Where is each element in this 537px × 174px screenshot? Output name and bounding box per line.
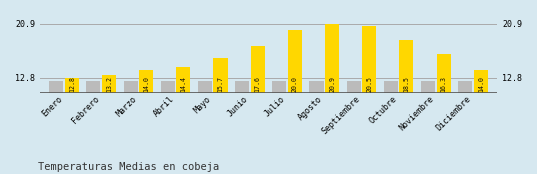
- Bar: [235, 81, 249, 93]
- Bar: [325, 24, 339, 93]
- Text: 14.4: 14.4: [180, 76, 186, 92]
- Bar: [198, 81, 212, 93]
- Bar: [474, 70, 488, 93]
- Text: 18.5: 18.5: [403, 76, 409, 92]
- Bar: [214, 58, 228, 93]
- Bar: [251, 46, 265, 93]
- Bar: [458, 81, 472, 93]
- Bar: [400, 40, 413, 93]
- Bar: [139, 70, 153, 93]
- Bar: [421, 81, 435, 93]
- Text: 17.6: 17.6: [255, 76, 261, 92]
- Text: 12.8: 12.8: [69, 76, 75, 92]
- Bar: [176, 67, 191, 93]
- Bar: [309, 81, 323, 93]
- Bar: [272, 81, 286, 93]
- Text: 20.9: 20.9: [329, 76, 335, 92]
- Bar: [102, 75, 116, 93]
- Text: 15.7: 15.7: [217, 76, 223, 92]
- Bar: [346, 81, 361, 93]
- Bar: [49, 81, 63, 93]
- Text: 14.0: 14.0: [143, 76, 149, 92]
- Text: 16.3: 16.3: [440, 76, 447, 92]
- Bar: [288, 30, 302, 93]
- Bar: [86, 81, 100, 93]
- Text: 20.5: 20.5: [366, 76, 372, 92]
- Bar: [384, 81, 398, 93]
- Bar: [437, 54, 451, 93]
- Bar: [124, 81, 137, 93]
- Bar: [161, 81, 175, 93]
- Text: 14.0: 14.0: [478, 76, 484, 92]
- Bar: [65, 78, 79, 93]
- Bar: [362, 26, 376, 93]
- Text: 13.2: 13.2: [106, 76, 112, 92]
- Text: Temperaturas Medias en cobeja: Temperaturas Medias en cobeja: [38, 162, 219, 172]
- Text: 20.0: 20.0: [292, 76, 298, 92]
